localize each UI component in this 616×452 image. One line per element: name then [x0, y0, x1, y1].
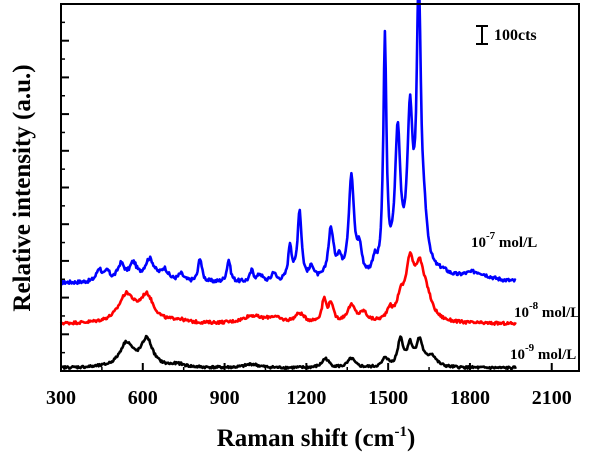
x-tick-label: 1800 [450, 387, 490, 409]
axis-ticks: 300 600 900 1200 1500 1800 2100 [46, 21, 572, 409]
series-labels: 10-7 mol/L10-8 mol/L10-9 mol/L [471, 230, 580, 363]
x-axis-title-close: ) [407, 425, 415, 452]
series-label-base: 10 [471, 235, 486, 251]
series-line-2 [59, 251, 517, 327]
series-label-unit: mol/L [495, 235, 537, 251]
series-label-unit: mol/L [534, 347, 576, 363]
series-label-exponent: -8 [529, 300, 539, 312]
scale-bar-label: 100cts [494, 27, 537, 44]
x-tick-label: 2100 [532, 387, 572, 409]
x-axis-title-text: Raman shift (cm [217, 425, 395, 452]
x-tick-label: 1500 [368, 387, 408, 409]
series-label-base: 10 [510, 347, 525, 363]
series-label-1: 10-7 mol/L [471, 230, 537, 251]
series-label-unit: mol/L [538, 305, 580, 321]
series-label-exponent: -9 [525, 342, 535, 354]
series-line-1 [60, 0, 517, 286]
x-axis-title: Raman shift (cm-1) [217, 424, 416, 452]
series-label-3: 10-9 mol/L [510, 342, 576, 363]
x-tick-label: 900 [210, 387, 240, 409]
x-tick-label: 600 [128, 387, 158, 409]
scale-bar: 100cts [476, 25, 537, 45]
x-tick-label: 1200 [286, 387, 326, 409]
plot-area [59, 0, 517, 371]
series-label-exponent: -7 [486, 230, 496, 242]
series-label-base: 10 [514, 305, 529, 321]
series-line-3 [60, 334, 517, 371]
series-label-2: 10-8 mol/L [514, 300, 580, 321]
x-axis-title-sup: -1 [394, 424, 407, 440]
x-tick-label: 300 [46, 387, 76, 409]
y-axis-title: Relative intensity (a.u.) [9, 64, 36, 311]
